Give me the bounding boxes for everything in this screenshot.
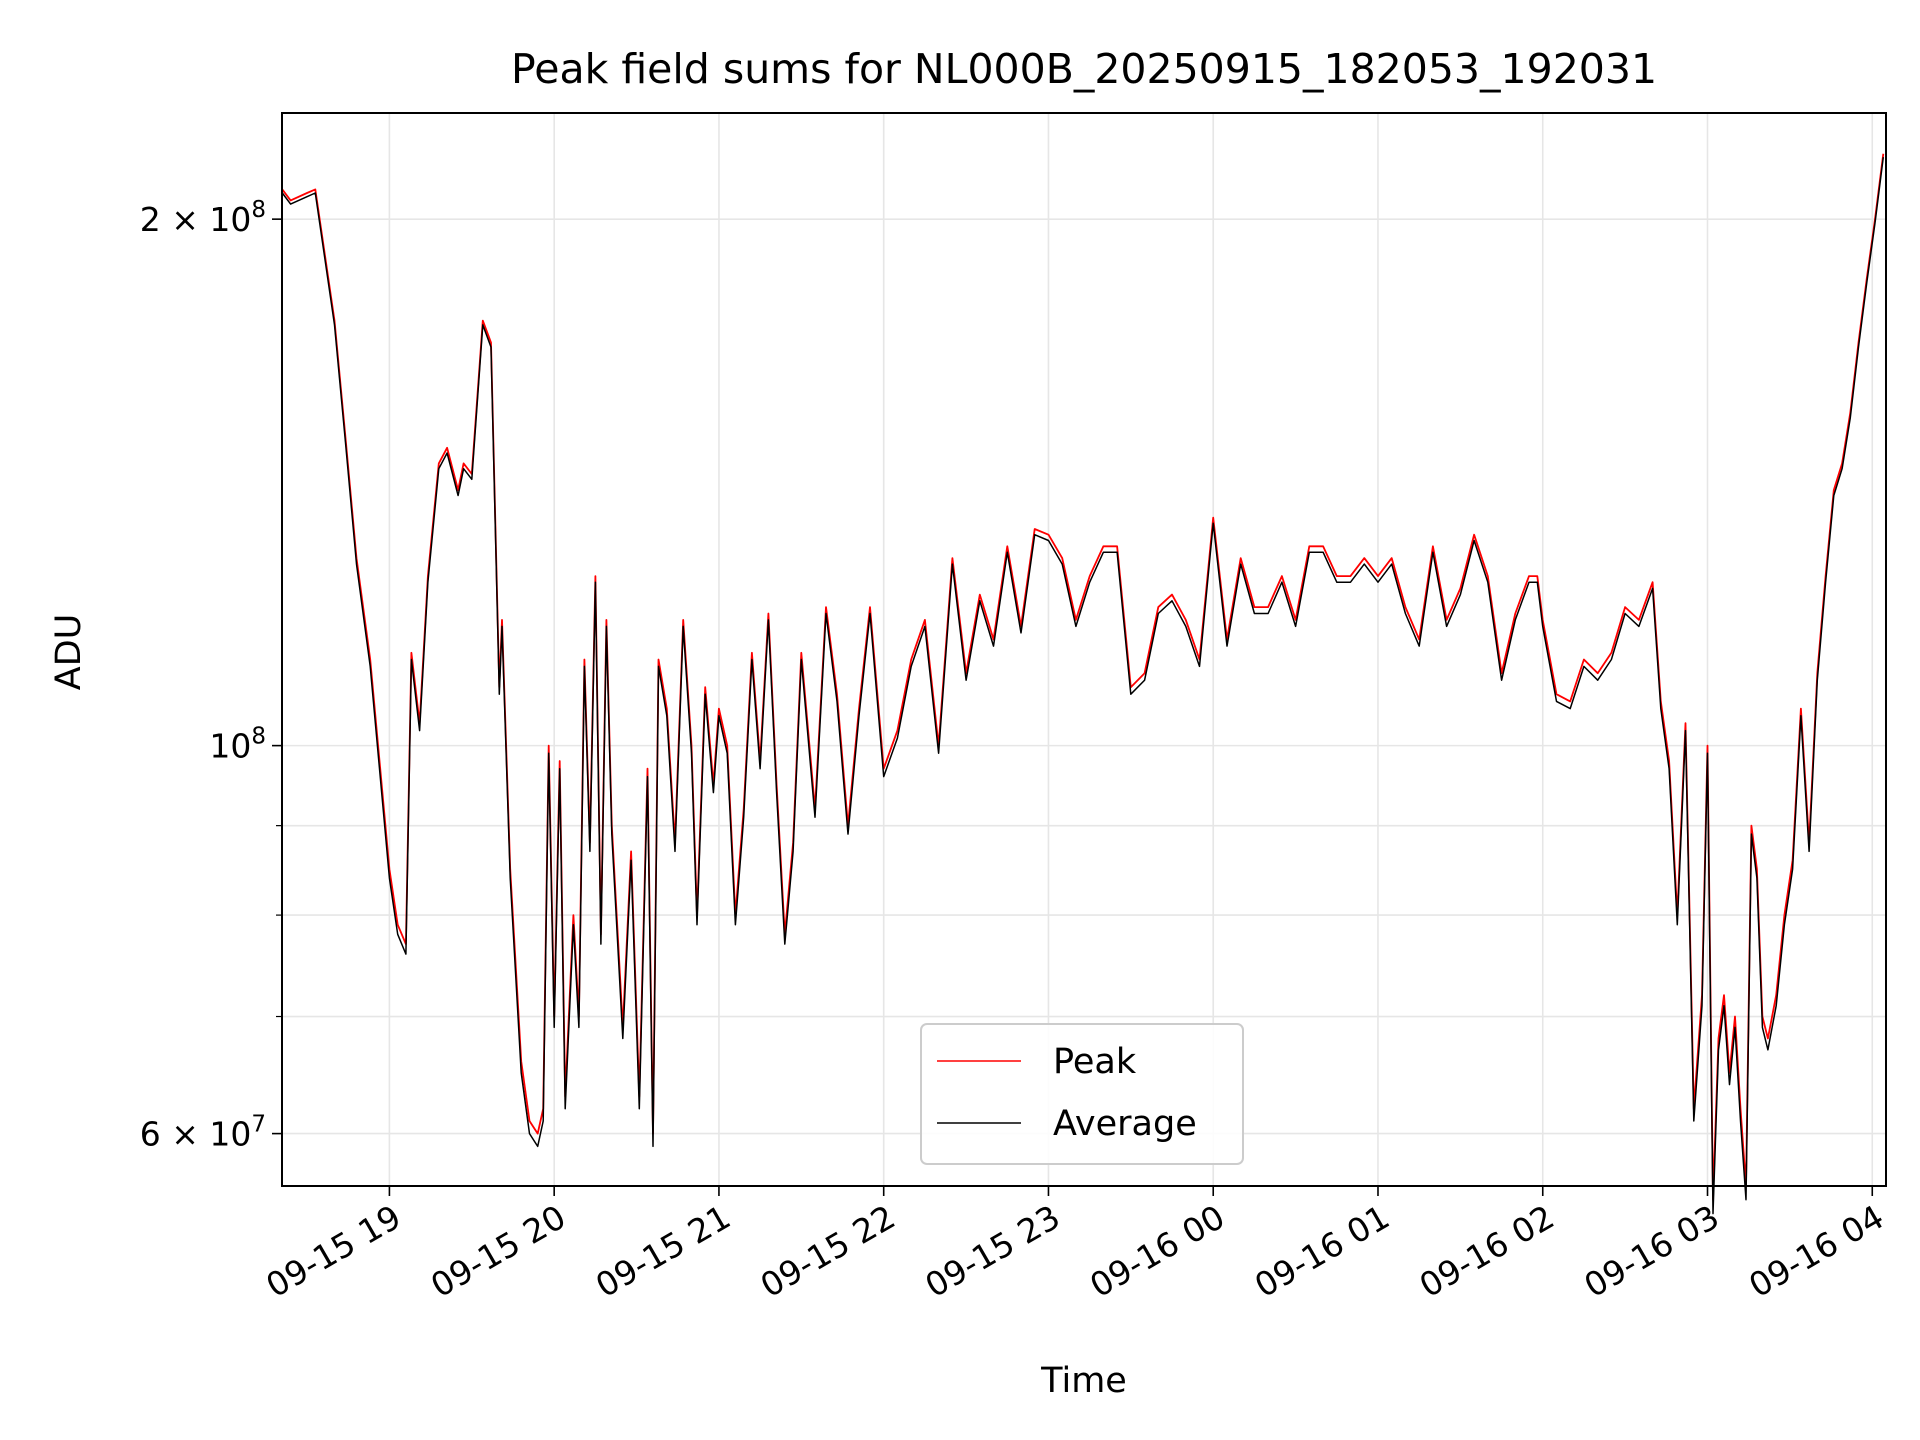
series-line-average — [281, 157, 1885, 1215]
legend-label-peak: Peak — [1053, 1042, 1137, 1082]
y-tick-label: 2 × 108 — [140, 197, 266, 239]
chart-title: Peak field sums for NL000B_20250915_1820… — [511, 45, 1657, 93]
y-tick-label: 6 × 107 — [140, 1112, 266, 1154]
series-line-peak — [281, 153, 1885, 1201]
y-tick-label: 108 — [209, 724, 266, 766]
legend-label-average: Average — [1053, 1104, 1197, 1144]
series-layer — [281, 153, 1885, 1215]
plot-frame — [281, 112, 1887, 1187]
x-axis-label: Time — [1040, 1361, 1127, 1401]
legend: Peak Average — [920, 1023, 1244, 1165]
legend-box — [920, 1023, 1244, 1165]
y-axis-label: ADU — [49, 614, 89, 691]
